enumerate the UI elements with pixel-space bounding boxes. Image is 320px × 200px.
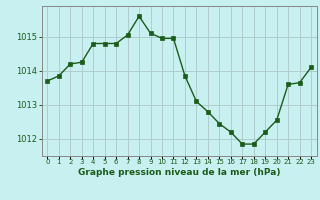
X-axis label: Graphe pression niveau de la mer (hPa): Graphe pression niveau de la mer (hPa) bbox=[78, 168, 280, 177]
